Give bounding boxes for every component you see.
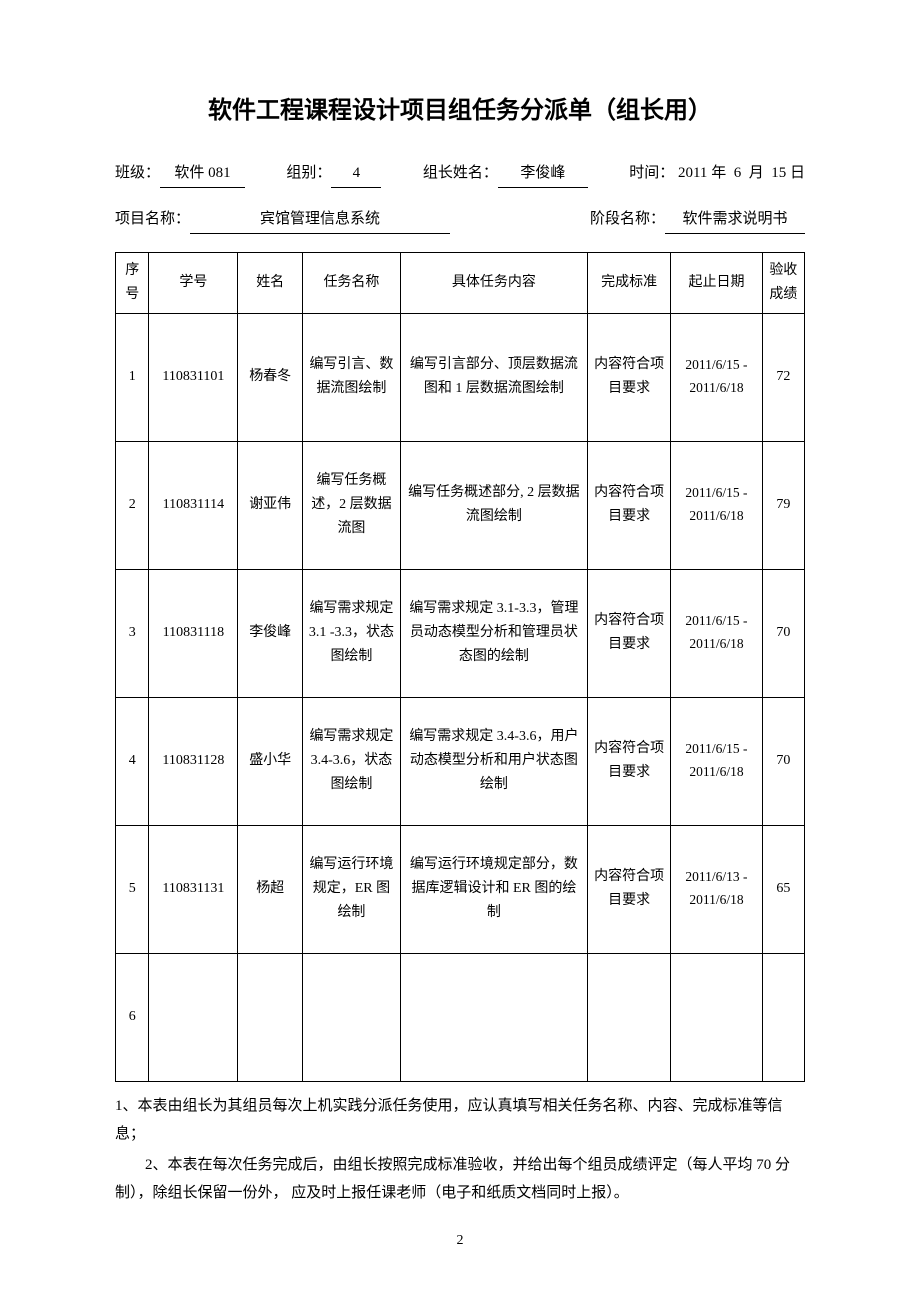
month-unit: 月	[749, 165, 764, 181]
cell-sid: 110831131	[149, 825, 238, 953]
cell-score: 79	[762, 441, 804, 569]
cell-idx: 3	[116, 569, 149, 697]
cell-task: 编写任务概述，2 层数据流图	[302, 441, 400, 569]
table-row: 3110831118李俊峰编写需求规定 3.1 -3.3，状态图绘制编写需求规定…	[116, 569, 805, 697]
cell-detail: 编写运行环境规定部分，数据库逻辑设计和 ER 图的绘制	[400, 825, 587, 953]
th-name: 姓名	[238, 253, 303, 314]
time-month: 6	[734, 165, 742, 181]
cell-sid: 110831114	[149, 441, 238, 569]
cell-standard: 内容符合项目要求	[587, 313, 670, 441]
note-line-1: 1、本表由组长为其组员每次上机实践分派任务使用，应认真填写相关任务名称、内容、完…	[115, 1092, 805, 1149]
notes-section: 1、本表由组长为其组员每次上机实践分派任务使用，应认真填写相关任务名称、内容、完…	[115, 1092, 805, 1208]
time-year: 2011	[678, 165, 707, 181]
cell-idx: 6	[116, 953, 149, 1081]
leader-value: 李俊峰	[498, 160, 588, 188]
table-row: 6	[116, 953, 805, 1081]
cell-sid: 110831118	[149, 569, 238, 697]
th-sid: 学号	[149, 253, 238, 314]
cell-name: 盛小华	[238, 697, 303, 825]
table-header-row: 序号 学号 姓名 任务名称 具体任务内容 完成标准 起止日期 验收成绩	[116, 253, 805, 314]
cell-name: 谢亚伟	[238, 441, 303, 569]
meta-group: 组别：4	[286, 160, 381, 188]
cell-standard: 内容符合项目要求	[587, 697, 670, 825]
th-task: 任务名称	[302, 253, 400, 314]
table-row: 2110831114谢亚伟编写任务概述，2 层数据流图编写任务概述部分, 2 层…	[116, 441, 805, 569]
class-value: 软件 081	[160, 160, 245, 188]
cell-dates: 2011/6/15 - 2011/6/18	[671, 313, 762, 441]
cell-task: 编写需求规定 3.1 -3.3，状态图绘制	[302, 569, 400, 697]
meta-row-1: 班级：软件 081 组别：4 组长姓名：李俊峰 时间： 2011 年 6 月 1…	[115, 160, 805, 188]
year-unit: 年	[711, 165, 726, 181]
cell-detail	[400, 953, 587, 1081]
cell-score: 70	[762, 697, 804, 825]
cell-score: 70	[762, 569, 804, 697]
cell-sid: 110831101	[149, 313, 238, 441]
cell-dates: 2011/6/15 - 2011/6/18	[671, 569, 762, 697]
cell-task: 编写需求规定 3.4-3.6，状态图绘制	[302, 697, 400, 825]
cell-standard: 内容符合项目要求	[587, 441, 670, 569]
time-day: 15	[771, 165, 786, 181]
meta-time: 时间： 2011 年 6 月 15 日	[629, 160, 805, 188]
time-label: 时间：	[629, 165, 674, 181]
cell-dates: 2011/6/13 - 2011/6/18	[671, 825, 762, 953]
task-table: 序号 学号 姓名 任务名称 具体任务内容 完成标准 起止日期 验收成绩 1110…	[115, 252, 805, 1082]
meta-row-2: 项目名称：宾馆管理信息系统 阶段名称：软件需求说明书	[115, 206, 805, 234]
page-number: 2	[115, 1233, 805, 1249]
cell-name: 杨超	[238, 825, 303, 953]
th-idx: 序号	[116, 253, 149, 314]
cell-standard: 内容符合项目要求	[587, 569, 670, 697]
cell-dates: 2011/6/15 - 2011/6/18	[671, 441, 762, 569]
th-standard: 完成标准	[587, 253, 670, 314]
meta-class: 班级：软件 081	[115, 160, 245, 188]
cell-score: 65	[762, 825, 804, 953]
th-dates: 起止日期	[671, 253, 762, 314]
day-unit: 日	[790, 165, 805, 181]
project-value: 宾馆管理信息系统	[190, 206, 450, 234]
note-line-2: 2、本表在每次任务完成后，由组长按照完成标准验收，并给出每个组员成绩评定（每人平…	[115, 1151, 805, 1208]
table-row: 4110831128盛小华编写需求规定 3.4-3.6，状态图绘制编写需求规定 …	[116, 697, 805, 825]
cell-name	[238, 953, 303, 1081]
cell-task: 编写运行环境规定，ER 图绘制	[302, 825, 400, 953]
project-label: 项目名称：	[115, 211, 190, 227]
table-row: 1110831101杨春冬编写引言、数据流图绘制编写引言部分、顶层数据流图和 1…	[116, 313, 805, 441]
meta-leader: 组长姓名：李俊峰	[423, 160, 588, 188]
group-value: 4	[331, 160, 381, 188]
class-label: 班级：	[115, 165, 160, 181]
cell-standard	[587, 953, 670, 1081]
cell-sid: 110831128	[149, 697, 238, 825]
cell-detail: 编写引言部分、顶层数据流图和 1 层数据流图绘制	[400, 313, 587, 441]
cell-sid	[149, 953, 238, 1081]
cell-score: 72	[762, 313, 804, 441]
phase-value: 软件需求说明书	[665, 206, 805, 234]
cell-detail: 编写需求规定 3.4-3.6，用户动态模型分析和用户状态图绘制	[400, 697, 587, 825]
cell-idx: 2	[116, 441, 149, 569]
phase-label: 阶段名称：	[590, 211, 665, 227]
th-detail: 具体任务内容	[400, 253, 587, 314]
cell-task: 编写引言、数据流图绘制	[302, 313, 400, 441]
th-score: 验收成绩	[762, 253, 804, 314]
cell-idx: 1	[116, 313, 149, 441]
cell-score	[762, 953, 804, 1081]
meta-phase: 阶段名称：软件需求说明书	[590, 206, 805, 234]
group-label: 组别：	[286, 165, 331, 181]
cell-task	[302, 953, 400, 1081]
cell-detail: 编写任务概述部分, 2 层数据流图绘制	[400, 441, 587, 569]
meta-project: 项目名称：宾馆管理信息系统	[115, 206, 450, 234]
leader-label: 组长姓名：	[423, 165, 498, 181]
cell-dates: 2011/6/15 - 2011/6/18	[671, 697, 762, 825]
page-title: 软件工程课程设计项目组任务分派单（组长用）	[115, 90, 805, 125]
cell-idx: 5	[116, 825, 149, 953]
cell-name: 李俊峰	[238, 569, 303, 697]
cell-detail: 编写需求规定 3.1-3.3，管理员动态模型分析和管理员状态图的绘制	[400, 569, 587, 697]
cell-name: 杨春冬	[238, 313, 303, 441]
cell-idx: 4	[116, 697, 149, 825]
cell-dates	[671, 953, 762, 1081]
table-row: 5110831131杨超编写运行环境规定，ER 图绘制编写运行环境规定部分，数据…	[116, 825, 805, 953]
cell-standard: 内容符合项目要求	[587, 825, 670, 953]
